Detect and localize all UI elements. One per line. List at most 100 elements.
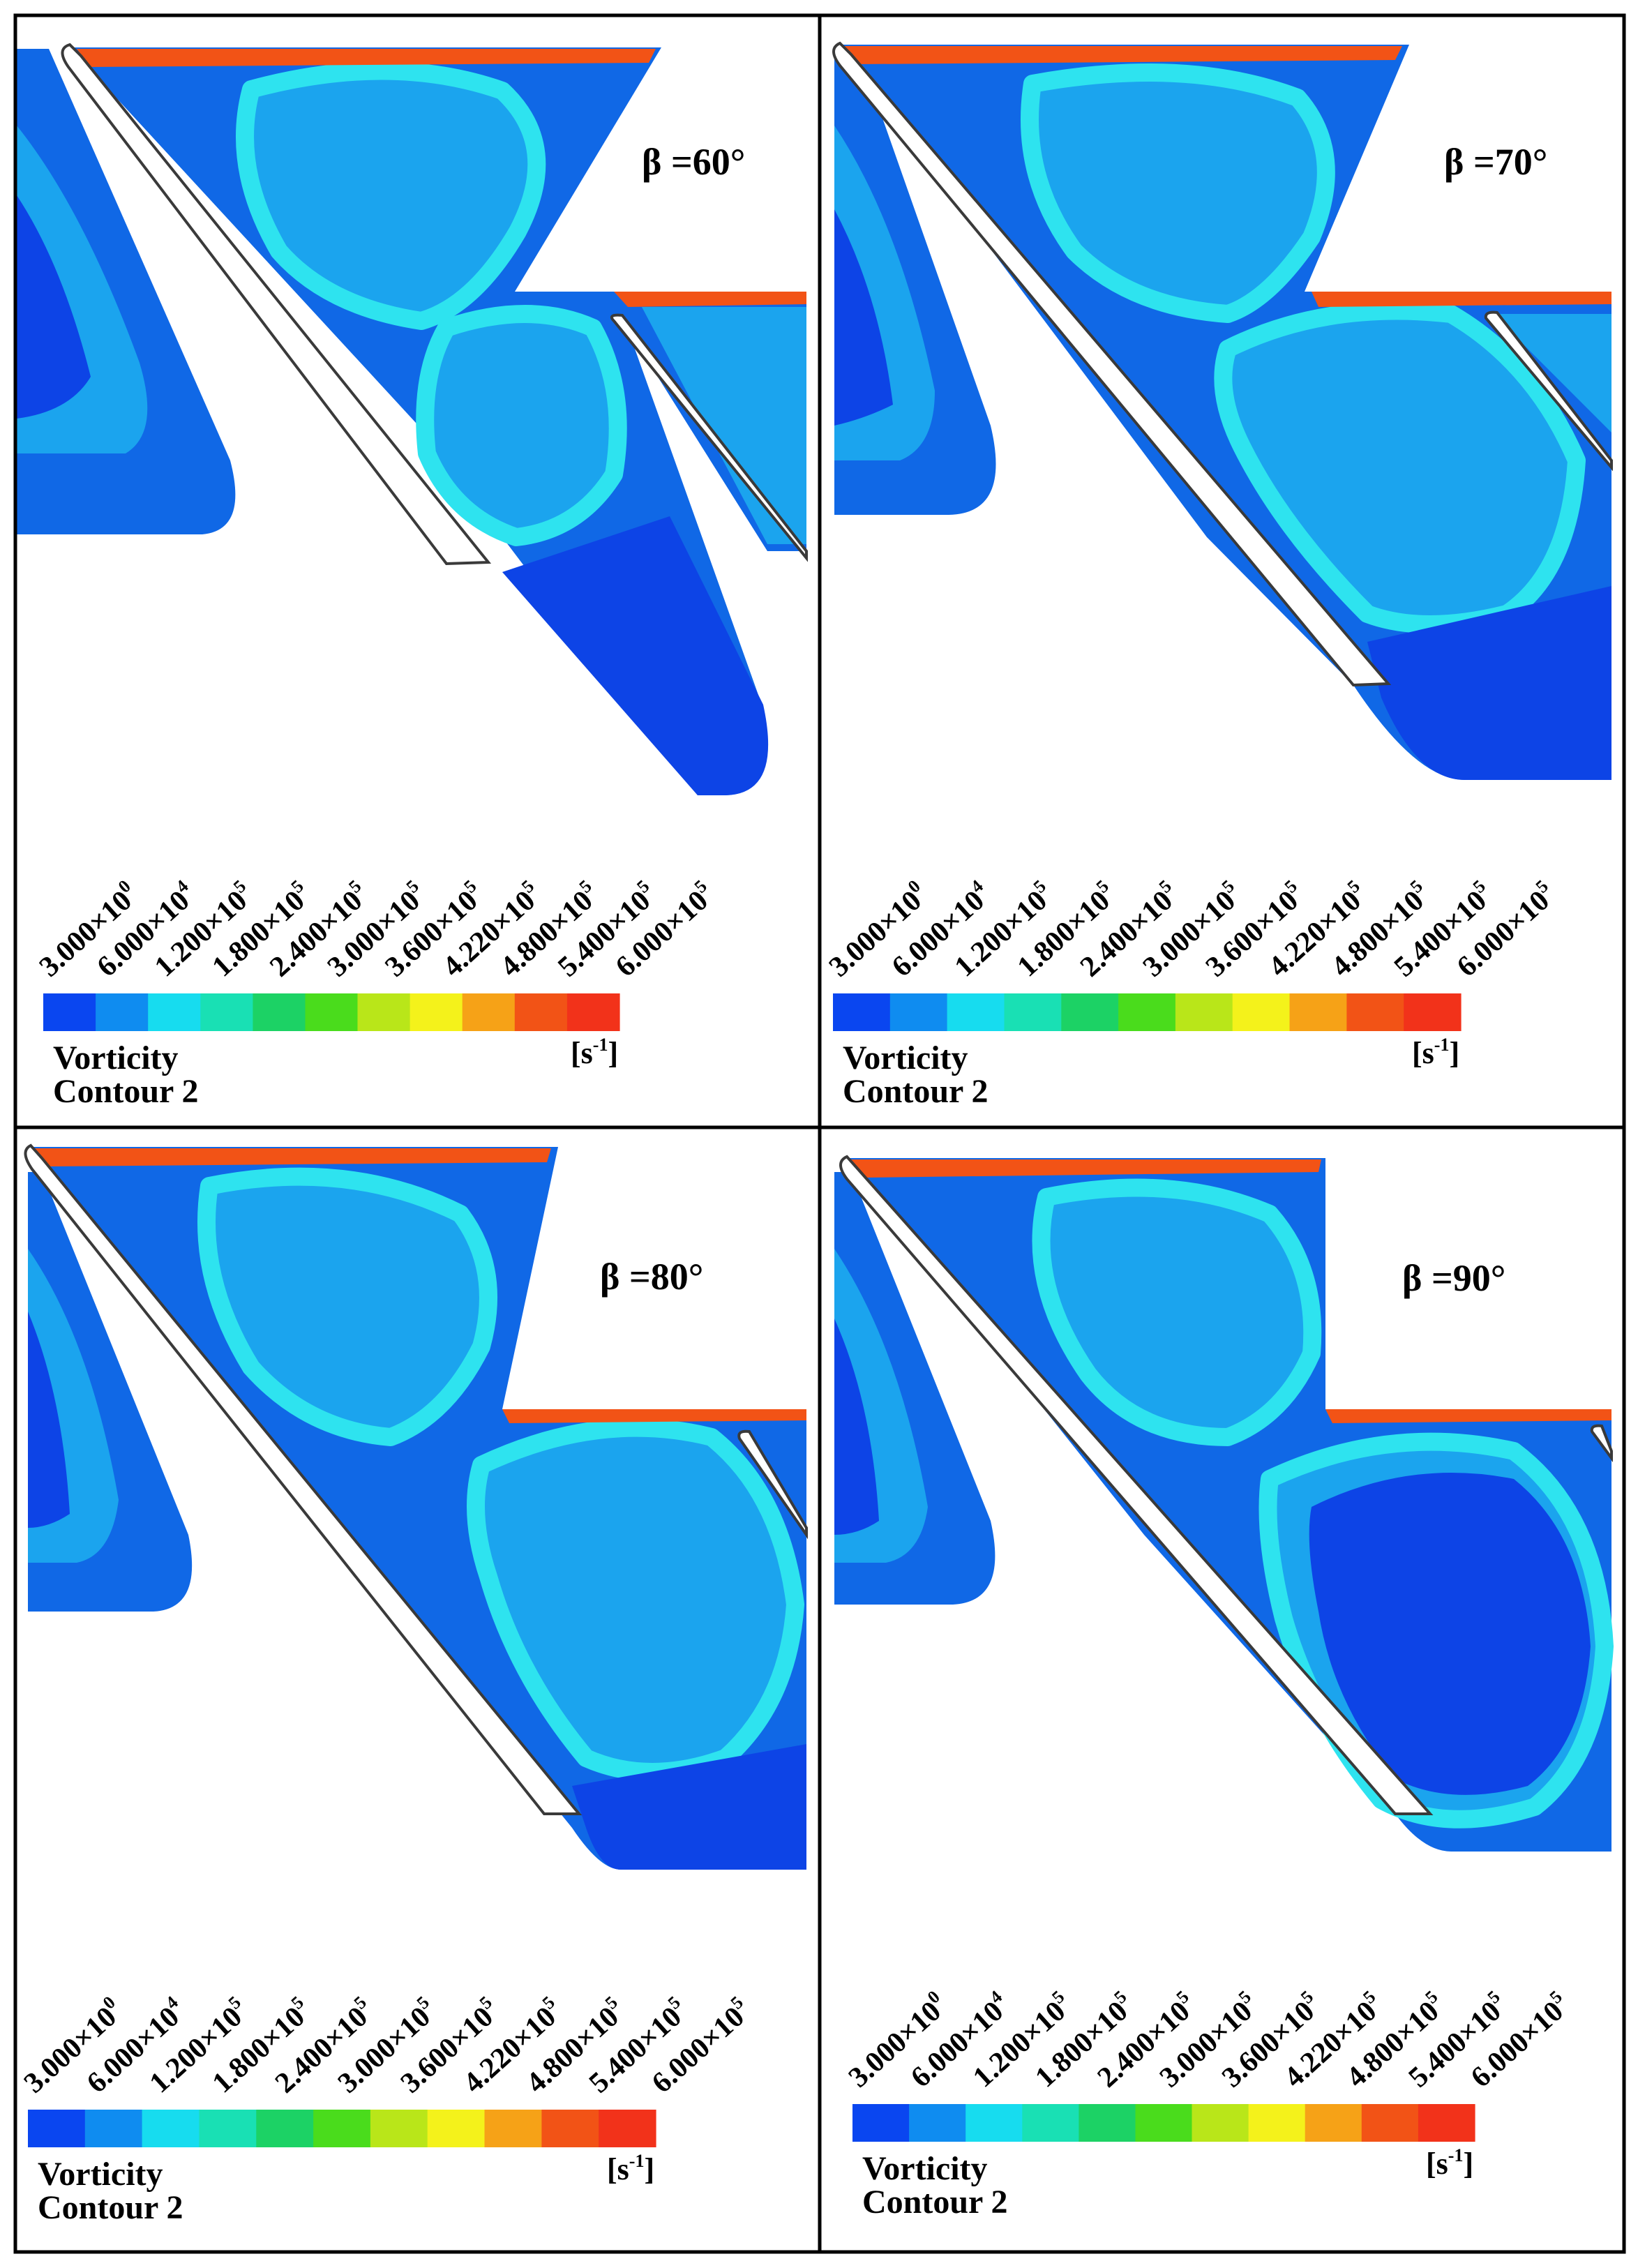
panel-beta-70: β =70° 3.000×1006.000×1041.200×1051.800×… [823,41,1613,1110]
core-vortex-upper-60 [245,70,537,321]
vorticity-field-90 [834,1158,1614,1852]
core-vortex-lower-60 [425,314,618,537]
ring-vortex-lower-90 [1258,1432,1614,1828]
colorbar-80: 3.000×1006.000×1041.200×1051.800×1052.40… [18,1992,751,2226]
colorbar-segment [1248,2104,1306,2142]
core-vortex-upper-90 [1041,1187,1313,1437]
colorbar-segment [84,2110,143,2147]
colorbar-segment [1361,2104,1419,2142]
top-shear-layer-60 [77,49,656,67]
colorbar-unit: [s-1] [571,1035,618,1070]
colorbar-segment [1346,993,1404,1031]
right-shear-layer-90 [1325,1409,1611,1423]
deep-vortex-lower-90 [1309,1473,1591,1795]
colorbar-title-line-1: Vorticity [862,2150,988,2187]
colorbar-segment [357,993,411,1031]
colorbar-title-line-2: Contour 2 [53,1073,198,1110]
colorbar-segment [852,2104,910,2142]
colorbar-title-line-2: Contour 2 [862,2184,1007,2221]
colorbar-segment [305,993,359,1031]
wall-slot-60 [610,313,808,562]
left-pocket-deep-60 [17,195,91,419]
colorbar-segment [462,993,516,1031]
colorbar-segment [541,2110,599,2147]
ring-vortex-upper-60 [236,61,546,330]
vorticity-field-80 [28,1147,806,1870]
colorbar-title-line-1: Vorticity [843,1039,968,1076]
deep-region-70 [1367,586,1611,780]
colorbar-segment [96,993,149,1031]
ring-vortex-upper-90 [1032,1178,1322,1446]
panel-beta-90: β =90° 3.000×1006.000×1041.200×1051.800×… [834,1155,1614,2221]
colorbar-segment [833,993,891,1031]
colorbar-segment [370,2110,428,2147]
left-pocket-deep-70 [834,209,893,426]
core-vortex-upper-70 [1030,73,1326,314]
panel-beta-80: β =80° 3.000×1006.000×1041.200×1051.800×… [18,1143,808,2226]
colorbar-segment [1418,2104,1475,2142]
walls-80 [24,1143,808,1815]
colorbar-segment [1061,993,1119,1031]
colorbar-segment [514,993,568,1031]
colorbar-segment [1118,993,1176,1031]
wall-blade-90 [839,1155,1434,1815]
colorbar-title-line-2: Contour 2 [843,1073,988,1110]
beta-label-70: β =70° [1444,141,1547,183]
walls-90 [839,1155,1613,1815]
colorbar-segment [427,2110,486,2147]
top-shear-layer-90 [848,1159,1321,1178]
left-pocket-deep-90 [834,1319,879,1535]
colorbar-90: 3.000×1006.000×1041.200×1051.800×1052.40… [843,1986,1570,2221]
colorbar-segment [947,993,1005,1031]
wall-slot-70 [1484,310,1613,472]
colorbar-segment [484,2110,542,2147]
wall-slot-90 [1590,1424,1613,1463]
core-vortex-upper-80 [206,1176,488,1437]
colorbar-segment [1404,993,1462,1031]
top-shear-layer-80 [31,1148,551,1166]
right-shear-layer-80 [502,1409,806,1423]
ring-vortex-upper-80 [197,1167,497,1446]
colorbar-unit: [s-1] [1412,1035,1459,1070]
walls-60 [61,43,808,566]
right-shear-layer-70 [1312,292,1611,307]
colorbar-segment [256,2110,314,2147]
colorbar-segment [1232,993,1291,1031]
colorbar-60: 3.000×1006.000×1041.200×1051.800×1052.40… [33,876,714,1110]
colorbar-segment [1305,2104,1362,2142]
vorticity-field-70 [834,45,1611,780]
left-pocket-deep-80 [28,1312,70,1528]
colorbar-segment [1289,993,1347,1031]
colorbar-segment [1079,2104,1136,2142]
colorbar-segment [148,993,201,1031]
colorbar-title-line-2: Contour 2 [38,2189,183,2226]
colorbar-segment [909,2104,966,2142]
colorbar-segment [1175,993,1233,1031]
colorbar-segment [253,993,306,1031]
wall-slot-80 [737,1429,808,1540]
colorbar-segment [965,2104,1023,2142]
panel-frames [13,13,1626,2254]
colorbar-segment [43,993,96,1031]
right-shear-layer-60 [614,292,806,307]
colorbar-segment [200,993,253,1031]
wall-blade-60 [61,43,492,566]
core-vortex-lower-80 [476,1427,795,1772]
wall-blade-70 [832,41,1392,687]
vorticity-field-60 [17,47,806,795]
colorbar-segment [1004,993,1062,1031]
colorbar-segment [410,993,463,1031]
ring-vortex-lower-80 [467,1418,804,1781]
right-stub-60 [642,307,806,544]
colorbar-unit: [s-1] [1426,2145,1473,2181]
ring-vortex-upper-70 [1021,63,1335,323]
colorbar-unit: [s-1] [607,2151,654,2186]
colorbar-segment [199,2110,257,2147]
walls-70 [832,41,1613,687]
beta-label-80: β =80° [600,1256,703,1298]
colorbar-segment [28,2110,86,2147]
beta-label-90: β =90° [1402,1257,1505,1299]
ring-vortex-lower-60 [416,305,627,546]
colorbar-segment [889,993,948,1031]
